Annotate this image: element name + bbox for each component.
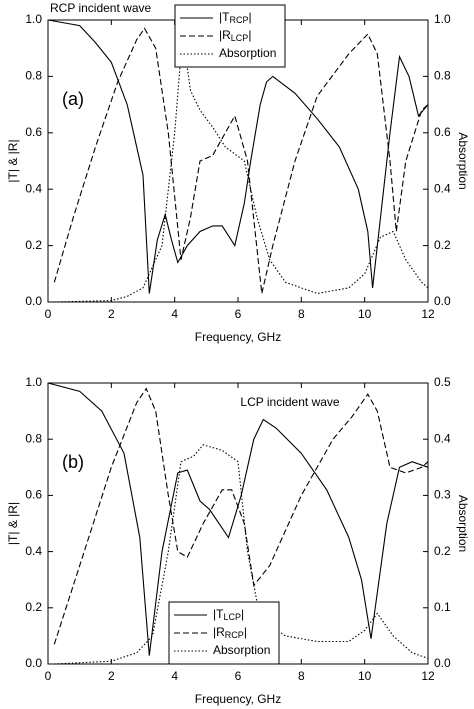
legend-text: Absorption	[213, 643, 270, 657]
chart-title: RCP incident wave	[50, 1, 151, 15]
legend-text: LCP	[223, 612, 241, 622]
y-tick-label: 0.4	[25, 544, 42, 558]
legend-label: |RLCP|	[219, 28, 251, 43]
y-tick-label: 0.0	[25, 294, 42, 308]
x-tick-label: 12	[421, 669, 435, 683]
x-tick-label: 8	[298, 669, 305, 683]
x-axis-label: Frequency, GHz	[195, 692, 281, 706]
y-tick-label: 0.2	[25, 238, 42, 252]
series-line	[54, 34, 429, 303]
x-axis-label: Frequency, GHz	[195, 330, 281, 344]
series-line	[54, 444, 429, 665]
x-tick-label: 4	[171, 669, 178, 683]
x-tick-label: 10	[358, 669, 372, 683]
y-tick-label: 1.0	[25, 12, 42, 26]
panel-label: (a)	[62, 89, 84, 109]
legend-text: Absorption	[219, 46, 276, 60]
legend-text: |	[248, 10, 251, 24]
y2-tick-label: 0.2	[434, 238, 451, 252]
y-tick-label: 0.6	[25, 488, 42, 502]
legend: |TRCP||RLCP|Absorption	[174, 4, 286, 68]
panel-label: (b)	[62, 452, 84, 472]
y-tick-label: 0.2	[25, 600, 42, 614]
x-tick-label: 10	[358, 307, 372, 321]
y2-tick-label: 0.2	[434, 544, 451, 558]
legend-text: |	[241, 607, 244, 621]
y2-tick-label: 0.0	[434, 656, 451, 670]
y-tick-label: 0.6	[25, 125, 42, 139]
series-line	[53, 27, 429, 294]
legend-text: |	[244, 625, 247, 639]
y-tick-label: 0.4	[25, 181, 42, 195]
x-tick-label: 6	[235, 307, 242, 321]
legend-label: Absorption	[219, 46, 276, 60]
legend-label: |RRCP|	[213, 625, 247, 640]
x-tick-label: 2	[108, 307, 115, 321]
legend-text: RCP	[229, 15, 248, 25]
y2-tick-label: 0.4	[434, 431, 451, 445]
y2-tick-label: 0.0	[434, 294, 451, 308]
chart-title: LCP incident wave	[240, 395, 339, 409]
legend-text: RCP	[225, 630, 244, 640]
legend-text: LCP	[231, 33, 249, 43]
series-line	[47, 19, 429, 294]
legend-text: |T	[213, 607, 224, 621]
y-tick-label: 1.0	[25, 375, 42, 389]
legend-text: |R	[219, 28, 231, 42]
y-tick-label: 0.0	[25, 656, 42, 670]
y2-axis-label: Absorption	[456, 495, 470, 552]
x-tick-label: 8	[298, 307, 305, 321]
legend-text: |	[248, 28, 251, 42]
y2-tick-label: 0.8	[434, 69, 451, 83]
legend-label: |TRCP|	[219, 10, 252, 25]
legend: |TLCP||RRCP|Absorption	[168, 601, 280, 665]
y2-tick-label: 0.4	[434, 181, 451, 195]
x-tick-label: 4	[171, 307, 178, 321]
legend-text: |R	[213, 625, 225, 639]
y2-tick-label: 1.0	[434, 12, 451, 26]
y-axis-label: |T| & |R|	[6, 139, 20, 182]
x-tick-label: 2	[108, 669, 115, 683]
y-axis-label: |T| & |R|	[6, 502, 20, 545]
legend-text: |T	[219, 10, 230, 24]
x-tick-label: 12	[421, 307, 435, 321]
y-tick-label: 0.8	[25, 431, 42, 445]
series-line	[53, 387, 429, 645]
x-tick-label: 0	[45, 307, 52, 321]
y2-tick-label: 0.6	[434, 125, 451, 139]
y2-tick-label: 0.1	[434, 600, 451, 614]
y2-axis-label: Absorption	[456, 132, 470, 189]
x-tick-label: 0	[45, 669, 52, 683]
x-tick-label: 6	[235, 669, 242, 683]
legend-label: |TLCP|	[213, 607, 244, 622]
legend-label: Absorption	[213, 643, 270, 657]
y2-tick-label: 0.5	[434, 375, 451, 389]
y2-tick-label: 0.3	[434, 488, 451, 502]
y-tick-label: 0.8	[25, 69, 42, 83]
